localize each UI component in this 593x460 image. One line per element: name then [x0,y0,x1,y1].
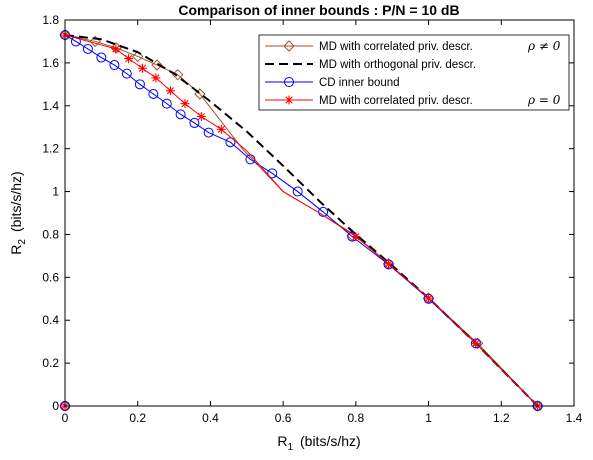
x-tick-label: 0 [62,411,69,425]
y-tick-label: 0.2 [42,356,59,370]
series-md-correlated-rho-zero-marker [424,293,434,303]
plot-frame [64,19,575,407]
series-cd-inner-bound-marker [175,109,186,120]
y-tick-label: 0.4 [42,313,59,327]
x-axis-label-main: R [277,433,287,449]
series-cd-inner-bound-marker [267,168,278,179]
legend-item: MD with orthogonal priv. descr. [265,59,476,71]
legend-box [258,34,570,111]
series-md-orthogonal [64,34,539,407]
legend-item: CD inner bound [265,77,400,89]
series-md-correlated-rho-nonzero-marker [151,59,163,71]
x-tick-label: 0.2 [129,411,146,425]
series-md-correlated-rho-nonzero-marker [194,88,206,100]
series-cd-inner-bound-marker [134,79,145,90]
x-tick-label: 0.8 [348,411,365,425]
series-md-correlated-rho-zero-marker [137,63,147,73]
series-md-correlated-rho-nonzero-marker [132,50,144,63]
series-cd-inner-bound-marker [109,60,120,71]
series-md-correlated-rho-zero-marker [151,73,161,83]
series-cd-inner-bound-marker [96,52,107,63]
series-md-correlated-rho-zero-marker [471,338,481,348]
series-cd-inner-bound-marker [121,68,132,79]
series-md-correlated-rho-zero-marker [165,86,175,96]
y-axis-label: R2 (bits/s/hz) [8,171,28,254]
series-cd-inner-bound-marker [189,117,200,128]
y-axis-label-sub: 2 [17,239,28,245]
legend-label: CD inner bound [319,77,400,89]
y-tick-label: 0.8 [42,227,59,241]
legend-marker [284,95,294,105]
y-tick-label: 0 [52,399,59,413]
x-tick-label: 1 [425,411,432,425]
legend-label: MD with orthogonal priv. descr. [319,59,476,71]
legend: MD with correlated priv. descr. ρ ≠ 0MD w… [258,34,570,111]
y-tick-label: 1.8 [42,13,59,27]
chart-title: Comparison of inner bounds : P/N = 10 dB [178,2,459,18]
legend-marker [283,40,295,52]
series-md-correlated-rho-zero-marker [180,99,190,109]
y-axis-label-main: R [8,245,24,255]
legend-label: MD with correlated priv. descr. [319,95,473,107]
y-tick-label: 1 [52,185,59,199]
legend-rho-note: ρ = 0 [527,93,561,107]
series-md-correlated-rho-zero-marker [216,124,226,134]
series-cd-inner-bound-marker [225,137,236,148]
y-axis-label-unit: (bits/s/hz) [8,171,24,232]
series-md-correlated-rho-zero-marker [351,232,361,242]
legend-marker [284,77,294,87]
series-md-orthogonal-line [64,34,539,407]
legend-rho-note: ρ ≠ 0 [527,39,561,53]
series-cd-inner-bound-marker [203,127,214,138]
x-tick-label: 1.2 [493,411,510,425]
legend-item: MD with correlated priv. descr. ρ = 0 [265,93,561,107]
x-tick-label: 0.4 [202,411,219,425]
y-tick-label: 1.4 [42,99,59,113]
x-axis-label-unit: (bits/s/hz) [300,433,361,449]
y-tick-label: 1.6 [42,56,59,70]
series-md-correlated-rho-zero-marker [196,112,206,121]
series-md-correlated-rho-zero-marker [111,44,121,54]
y-tick-label: 0.6 [42,270,59,284]
x-axis-label: R1 (bits/s/hz) [277,433,360,453]
series-md-correlated-rho-zero-marker [124,54,134,64]
series-md-correlated-rho-zero-marker [384,259,394,269]
x-tick-label: 0.6 [275,411,292,425]
x-tick-label: 1.4 [566,411,583,425]
series-cd-inner-bound-marker [70,36,81,47]
series-cd-inner-bound-marker [148,88,159,99]
legend-item: MD with correlated priv. descr. ρ ≠ 0 [265,39,561,53]
axes-layer: 0 0.2 0.4 0.6 0.8 1 1.2 1.4 0 0.2 0.4 0.6 0.8 1 1.2 1.4… [42,13,582,425]
x-axis-label-sub: 1 [287,442,293,453]
series-cd-inner-bound-marker [161,98,172,109]
series-cd-inner-bound-marker [292,186,303,197]
legend-label: MD with correlated priv. descr. [319,41,473,53]
series-layer [59,29,544,412]
y-tick-label: 1.2 [42,142,59,156]
series-cd-inner-bound-marker [82,43,93,54]
